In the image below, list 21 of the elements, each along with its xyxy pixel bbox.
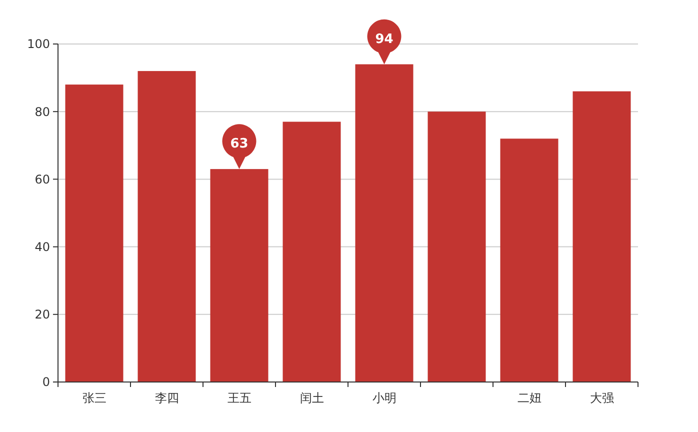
bar bbox=[65, 84, 124, 382]
data-label: 63 bbox=[230, 136, 248, 152]
y-tick-label: 80 bbox=[34, 104, 50, 119]
x-tick-label: 闰土 bbox=[300, 391, 324, 405]
bar bbox=[138, 71, 196, 382]
y-tick-label: 20 bbox=[34, 308, 50, 322]
y-tick-label: 100 bbox=[27, 37, 50, 52]
x-tick-label: 二妞 bbox=[517, 391, 542, 405]
x-tick-label: 王五 bbox=[227, 391, 252, 405]
bar bbox=[428, 112, 486, 382]
y-tick-label: 0 bbox=[42, 375, 50, 390]
x-tick-label: 小明 bbox=[372, 391, 396, 405]
data-label: 94 bbox=[375, 32, 394, 47]
x-tick-label: 大强 bbox=[590, 391, 614, 405]
bar bbox=[572, 91, 631, 382]
bar bbox=[500, 138, 558, 382]
y-tick-label: 40 bbox=[34, 240, 50, 254]
x-tick-label: 李四 bbox=[154, 391, 179, 405]
y-tick-label: 60 bbox=[34, 172, 50, 186]
bar bbox=[282, 122, 341, 382]
x-tick-label: 张三 bbox=[82, 391, 106, 405]
